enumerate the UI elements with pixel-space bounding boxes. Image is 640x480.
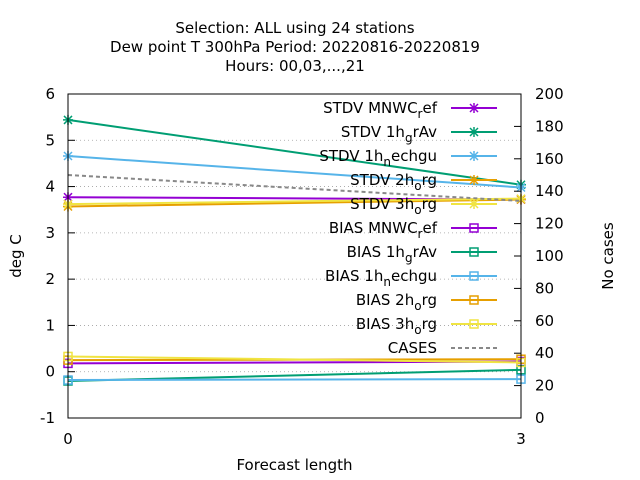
legend-item: BIAS 3horg <box>356 315 497 337</box>
series-bias-1h-nechgu <box>63 374 526 385</box>
y2-tick-label: 100 <box>535 247 564 265</box>
legend-marker <box>469 295 479 305</box>
y-tick-label: -1 <box>40 409 55 427</box>
y2-tick-label: 120 <box>535 215 564 233</box>
legend-item: BIAS 1hnechgu <box>325 267 497 289</box>
y-tick-label: 4 <box>45 178 55 196</box>
legend-label: STDV 2horg <box>350 171 437 193</box>
legend-label: BIAS 1hnechgu <box>325 267 437 289</box>
series-line <box>67 198 522 208</box>
legend-label: STDV 1hgrAv <box>341 123 437 145</box>
y-tick-label: 0 <box>45 363 55 381</box>
legend-marker <box>469 103 479 113</box>
legend-marker <box>469 199 479 209</box>
series-line <box>67 355 522 364</box>
y2-axis-label: No cases <box>599 222 617 290</box>
series-line <box>67 155 522 189</box>
legend-item: STDV 3horg <box>350 195 497 217</box>
legend-marker <box>469 319 479 329</box>
legend-label: CASES <box>388 339 437 357</box>
legend-label: BIAS MNWCref <box>329 219 438 241</box>
y2-tick-label: 40 <box>535 344 554 362</box>
x-tick-label: 3 <box>516 430 526 448</box>
legend-marker <box>469 151 479 161</box>
plot-frame <box>67 93 522 419</box>
series-line <box>67 118 522 186</box>
legend-item: BIAS 2horg <box>356 291 497 313</box>
chart-title-line: Hours: 00,03,...,21 <box>225 57 365 75</box>
y2-tick-label: 200 <box>535 85 564 103</box>
series-line <box>67 174 522 202</box>
chart-title-line: Selection: ALL using 24 stations <box>175 19 414 37</box>
legend-item: STDV MNWCref <box>323 99 497 121</box>
legend-item: BIAS MNWCref <box>329 219 497 241</box>
legend-item: STDV 1hgrAv <box>341 123 497 145</box>
legend-marker <box>469 127 479 137</box>
legend-label: BIAS 2horg <box>356 291 437 313</box>
y-tick-label: 5 <box>45 131 55 149</box>
series-bias-1h-grav <box>63 365 526 386</box>
legend-label: BIAS 1hgrAv <box>347 243 438 265</box>
legend-label: STDV MNWCref <box>323 99 438 121</box>
legend-marker <box>469 223 479 233</box>
y-tick-label: 3 <box>45 224 55 242</box>
legend-marker <box>469 271 479 281</box>
legend-marker <box>469 175 479 185</box>
legend-label: STDV 3horg <box>350 195 437 217</box>
chart-title-line: Dew point T 300hPa Period: 20220816-2022… <box>110 38 480 56</box>
y2-tick-label: 20 <box>535 377 554 395</box>
y-tick-label: 1 <box>45 316 55 334</box>
legend-item: STDV 2horg <box>350 171 497 193</box>
x-axis-label: Forecast length <box>236 456 352 474</box>
x-tick-label: 0 <box>63 430 73 448</box>
y2-tick-label: 180 <box>535 117 564 135</box>
y2-tick-label: 60 <box>535 312 554 330</box>
legend-label: STDV 1hnechgu <box>319 147 437 169</box>
legend-label: BIAS 3horg <box>356 315 437 337</box>
series-cases <box>67 174 522 202</box>
y-tick-label: 6 <box>45 85 55 103</box>
legend-marker <box>469 247 479 257</box>
y2-tick-label: 0 <box>535 409 545 427</box>
series-line <box>67 197 522 206</box>
y-axis-label: deg C <box>7 234 25 278</box>
series-line <box>67 378 522 382</box>
y-tick-label: 2 <box>45 270 55 288</box>
legend-item: BIAS 1hgrAv <box>347 243 497 265</box>
y2-tick-label: 80 <box>535 279 554 297</box>
legend-item: CASES <box>388 339 497 357</box>
legend-item: STDV 1hnechgu <box>319 147 497 169</box>
y2-tick-label: 160 <box>535 150 564 168</box>
y2-tick-label: 140 <box>535 182 564 200</box>
